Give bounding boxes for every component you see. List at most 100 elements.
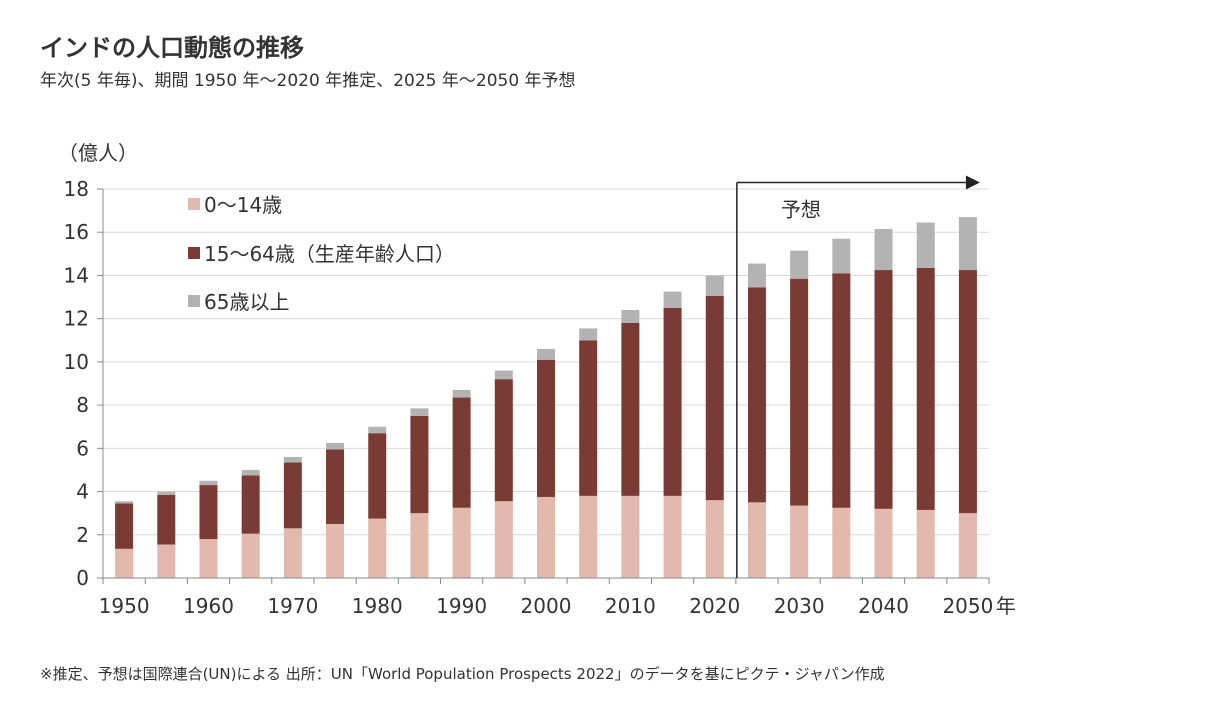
- bar-segment-2025-s2: [747, 263, 766, 288]
- bar-segment-1970-s1: [283, 462, 302, 529]
- bar-segment-1975-s1: [326, 449, 345, 524]
- y-tick-label: 4: [76, 480, 89, 504]
- x-axis-unit-label: 年: [996, 594, 1016, 618]
- bar-segment-1950-s0: [115, 548, 134, 578]
- bar-segment-1955-s0: [157, 544, 176, 578]
- chart-subtitle: 年次(5 年毎)、期間 1950 年～2020 年推定、2025 年～2050 …: [40, 71, 576, 91]
- bar-segment-1990-s0: [452, 507, 471, 578]
- bar-segment-2035-s2: [832, 238, 851, 274]
- bar-segment-1975-s2: [326, 442, 345, 450]
- bar-segment-1965-s2: [241, 469, 260, 476]
- bar-segment-2020-s1: [705, 295, 724, 501]
- bar-segment-2010-s2: [621, 310, 640, 323]
- legend-label-1: 15～64歳（生産年齢人口）: [204, 242, 455, 266]
- bar-segment-2020-s0: [705, 500, 724, 578]
- bar-segment-1995-s2: [494, 370, 513, 380]
- bar-segment-1950-s2: [115, 501, 134, 504]
- bar-segment-1960-s0: [199, 539, 218, 578]
- bar-segment-2005-s1: [579, 340, 598, 496]
- bar-segment-2050-s0: [958, 513, 977, 578]
- x-tick-label: 1960: [183, 594, 234, 618]
- forecast-arrowhead: [965, 175, 980, 190]
- y-axis-unit-label: （億人）: [58, 141, 138, 165]
- legend-label-2: 65歳以上: [204, 290, 289, 314]
- y-tick-label: 2: [76, 523, 89, 547]
- bar-segment-1990-s2: [452, 389, 471, 398]
- x-tick-label: 2020: [689, 594, 740, 618]
- bar-segment-2025-s0: [747, 502, 766, 578]
- x-tick-label: 1980: [352, 594, 403, 618]
- bar-segment-2000-s1: [537, 359, 555, 497]
- axes: 0 2 4 6 8 10 12 14 16 18 （億人） 1950 1960 1970 1980 1990 2…: [58, 141, 1016, 618]
- legend-label-0: 0～14歳: [204, 193, 282, 217]
- bar-segment-1990-s1: [452, 397, 471, 508]
- bar-segment-1965-s0: [241, 533, 260, 578]
- bar-segment-1950-s1: [115, 503, 134, 549]
- bar-segment-1985-s1: [410, 415, 429, 514]
- bar-segment-2000-s0: [537, 496, 555, 578]
- bar-segment-2035-s1: [832, 273, 851, 508]
- y-tick-label: 10: [64, 350, 89, 374]
- x-tick-label: 2040: [858, 594, 909, 618]
- bar-segment-2015-s2: [663, 291, 682, 308]
- bar-segment-1995-s1: [494, 379, 513, 502]
- bar-segment-1960-s2: [199, 480, 218, 486]
- y-tick-label: 6: [76, 436, 89, 460]
- bar-segment-2005-s2: [579, 328, 598, 341]
- bar-stacks: [115, 217, 977, 578]
- bar-segment-1980-s1: [368, 433, 387, 519]
- bar-segment-2010-s0: [621, 495, 640, 578]
- legend-swatch-1: [188, 247, 200, 259]
- bar-segment-2050-s2: [958, 217, 977, 271]
- bar-segment-1980-s2: [368, 426, 387, 434]
- forecast-label: 予想: [781, 198, 821, 222]
- bar-segment-2005-s0: [579, 495, 598, 578]
- bar-segment-2020-s2: [705, 275, 724, 296]
- legend: 0～14歳 15～64歳（生産年齢人口） 65歳以上: [188, 193, 455, 314]
- y-tick-label: 12: [64, 307, 89, 331]
- forecast-annotation: 予想: [736, 175, 980, 578]
- y-tick-label: 18: [64, 177, 89, 201]
- legend-swatch-2: [188, 295, 200, 307]
- bar-segment-2045-s1: [916, 267, 935, 510]
- bar-segment-2045-s2: [916, 222, 935, 268]
- bar-segment-2030-s0: [790, 505, 809, 578]
- y-tick-label: 8: [76, 393, 89, 417]
- bar-segment-2030-s2: [790, 250, 809, 279]
- bar-segment-1985-s0: [410, 513, 429, 578]
- bar-segment-2015-s1: [663, 307, 682, 496]
- x-tick-label: 1970: [267, 594, 318, 618]
- bar-segment-1960-s1: [199, 485, 218, 540]
- y-tick-label: 14: [64, 263, 89, 287]
- bar-segment-1985-s2: [410, 408, 429, 416]
- x-tick-label: 1990: [436, 594, 487, 618]
- bar-segment-1970-s0: [283, 528, 302, 578]
- y-tick-label: 0: [76, 566, 89, 590]
- bar-segment-2040-s0: [874, 508, 893, 578]
- x-tick-label: 2050: [942, 594, 993, 618]
- bar-segment-2035-s0: [832, 507, 851, 578]
- x-tick-label: 2030: [774, 594, 825, 618]
- bar-segment-2015-s0: [663, 495, 682, 578]
- bar-segment-1965-s1: [241, 475, 260, 534]
- bar-segment-1980-s0: [368, 518, 387, 578]
- y-tick-label: 16: [64, 220, 89, 244]
- bar-segment-2050-s1: [958, 270, 977, 514]
- bar-segment-1955-s2: [157, 491, 176, 495]
- chart-title: インドの人口動態の推移: [40, 34, 304, 62]
- bar-segment-2040-s2: [874, 228, 893, 271]
- bar-segment-2000-s2: [537, 348, 555, 360]
- bar-segment-1970-s2: [283, 456, 302, 463]
- bar-segment-2025-s1: [747, 287, 766, 503]
- x-tick-label: 2000: [521, 594, 572, 618]
- x-tick-label: 1950: [99, 594, 150, 618]
- x-tick-label: 2010: [605, 594, 656, 618]
- bar-segment-1975-s0: [326, 523, 345, 578]
- legend-swatch-0: [188, 198, 200, 210]
- bar-segment-2030-s1: [790, 278, 809, 506]
- source-footnote: ※推定、予想は国際連合(UN)による 出所：UN「World Populatio…: [40, 665, 885, 683]
- bar-segment-2040-s1: [874, 270, 893, 509]
- bar-segment-1955-s1: [157, 494, 176, 545]
- bar-segment-1995-s0: [494, 501, 513, 578]
